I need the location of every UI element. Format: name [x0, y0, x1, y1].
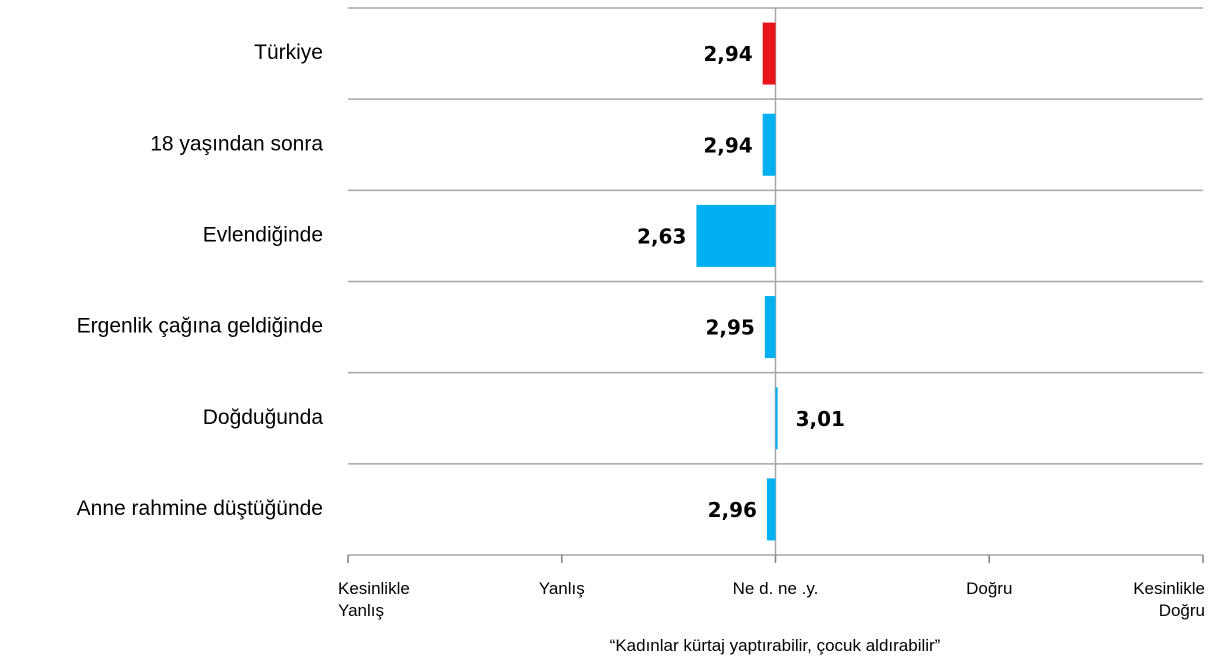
category-label: Anne rahmine düştüğünde [77, 497, 323, 520]
data-label: 2,95 [705, 316, 754, 340]
data-label: 2,96 [708, 498, 757, 522]
category-label: Türkiye [254, 41, 323, 64]
data-label: 2,94 [703, 133, 752, 157]
data-label: 2,63 [637, 224, 686, 248]
data-label: 3,01 [796, 407, 845, 431]
category-label: Evlendiğinde [203, 223, 323, 246]
x-tick-label: Doğru [966, 579, 1013, 598]
bar [696, 204, 776, 267]
category-label: Ergenlik çağına geldiğinde [77, 315, 323, 338]
bar [775, 387, 778, 450]
bar [762, 113, 776, 176]
x-axis-label: “Kadınlar kürtaj yaptırabilir, çocuk ald… [609, 636, 941, 655]
category-label: Doğduğunda [203, 406, 324, 429]
bar [766, 478, 776, 541]
x-tick-label: Kesinlikle Yanlış [338, 579, 410, 620]
bar [762, 22, 776, 85]
category-label: 18 yaşından sonra [150, 132, 323, 155]
x-tick-label: Yanlış [538, 579, 585, 598]
bar [764, 296, 776, 359]
x-tick-label: Kesinlikle Doğru [1133, 579, 1205, 620]
x-tick-label: Ne d. ne .y. [732, 579, 819, 598]
data-label: 2,94 [703, 42, 752, 66]
